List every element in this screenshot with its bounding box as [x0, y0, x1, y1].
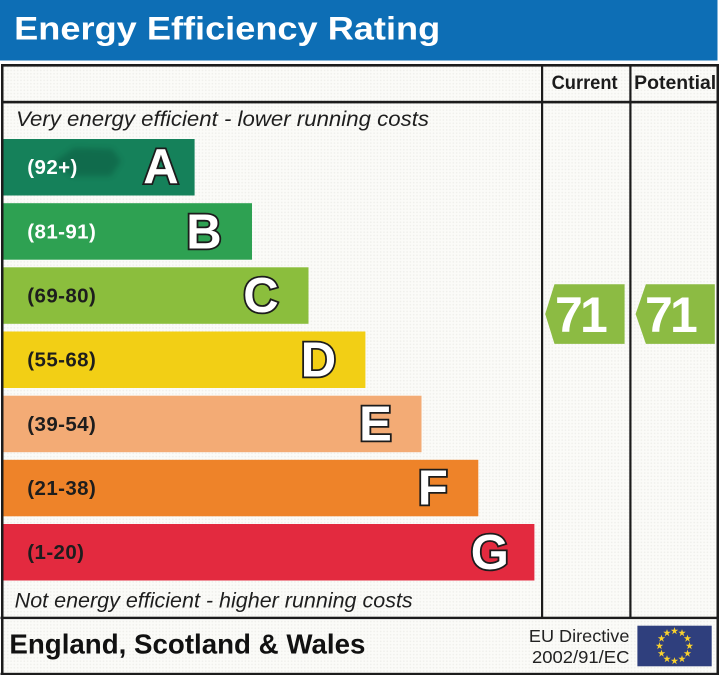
svg-text:A: A — [143, 140, 178, 194]
svg-text:B: B — [186, 206, 221, 260]
svg-text:F: F — [418, 462, 448, 516]
svg-text:71: 71 — [645, 287, 697, 343]
svg-text:D: D — [301, 333, 336, 387]
svg-text:C: C — [243, 269, 278, 323]
svg-text:(39-54): (39-54) — [27, 413, 96, 436]
svg-text:EU Directive: EU Directive — [529, 626, 630, 646]
svg-text:G: G — [471, 526, 509, 580]
svg-text:England, Scotland & Wales: England, Scotland & Wales — [9, 628, 365, 659]
svg-text:(69-80): (69-80) — [27, 284, 96, 307]
svg-text:Potential: Potential — [634, 73, 716, 94]
svg-text:71: 71 — [555, 287, 607, 343]
svg-text:(55-68): (55-68) — [27, 349, 96, 372]
svg-text:Not energy efficient - higher: Not energy efficient - higher running co… — [15, 589, 413, 612]
svg-text:E: E — [359, 398, 392, 452]
svg-text:(1-20): (1-20) — [27, 541, 84, 564]
svg-text:(81-91): (81-91) — [27, 220, 96, 243]
svg-text:Energy Efficiency Rating: Energy Efficiency Rating — [14, 11, 440, 47]
svg-text:Very energy efficient - lower: Very energy efficient - lower running co… — [16, 108, 430, 131]
svg-text:(21-38): (21-38) — [27, 477, 96, 500]
svg-text:Current: Current — [552, 73, 619, 94]
svg-text:(92+): (92+) — [27, 156, 77, 179]
svg-text:2002/91/EC: 2002/91/EC — [532, 647, 629, 667]
